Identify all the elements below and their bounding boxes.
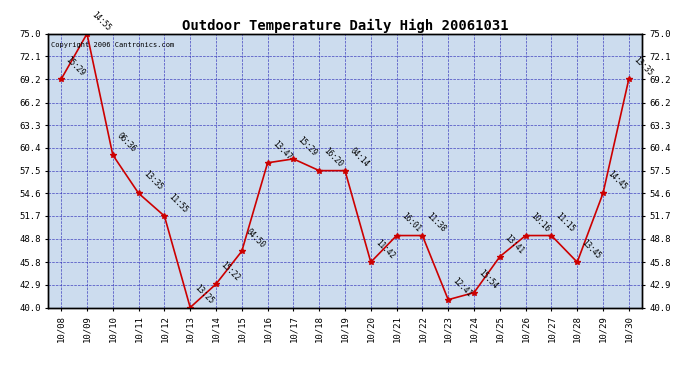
Text: 16:20: 16:20: [322, 147, 345, 169]
Text: 14:45: 14:45: [606, 169, 629, 192]
Text: Copyright 2006 Cantronics.com: Copyright 2006 Cantronics.com: [51, 42, 175, 48]
Title: Outdoor Temperature Daily High 20061031: Outdoor Temperature Daily High 20061031: [181, 18, 509, 33]
Text: 13:35: 13:35: [631, 55, 654, 78]
Text: 13:45: 13:45: [580, 238, 602, 261]
Text: 16:01: 16:01: [400, 211, 422, 234]
Text: 11:38: 11:38: [425, 211, 448, 234]
Text: 14:55: 14:55: [90, 10, 112, 32]
Text: 15:54: 15:54: [477, 268, 500, 291]
Text: 04:14: 04:14: [348, 147, 371, 169]
Text: 12:41: 12:41: [451, 276, 474, 298]
Text: 11:42: 11:42: [373, 238, 396, 261]
Text: 10:16: 10:16: [529, 211, 551, 234]
Text: 13:35: 13:35: [141, 169, 164, 192]
Text: 11:55: 11:55: [167, 192, 190, 214]
Text: 15:29: 15:29: [64, 55, 87, 78]
Text: 15:29: 15:29: [296, 135, 319, 158]
Text: 13:41: 13:41: [502, 232, 525, 255]
Text: 13:47: 13:47: [270, 139, 293, 161]
Text: 11:15: 11:15: [554, 211, 577, 234]
Text: 04:50: 04:50: [244, 227, 267, 250]
Text: 13:25: 13:25: [193, 284, 216, 306]
Text: 06:36: 06:36: [116, 131, 138, 154]
Text: 15:22: 15:22: [219, 260, 241, 283]
